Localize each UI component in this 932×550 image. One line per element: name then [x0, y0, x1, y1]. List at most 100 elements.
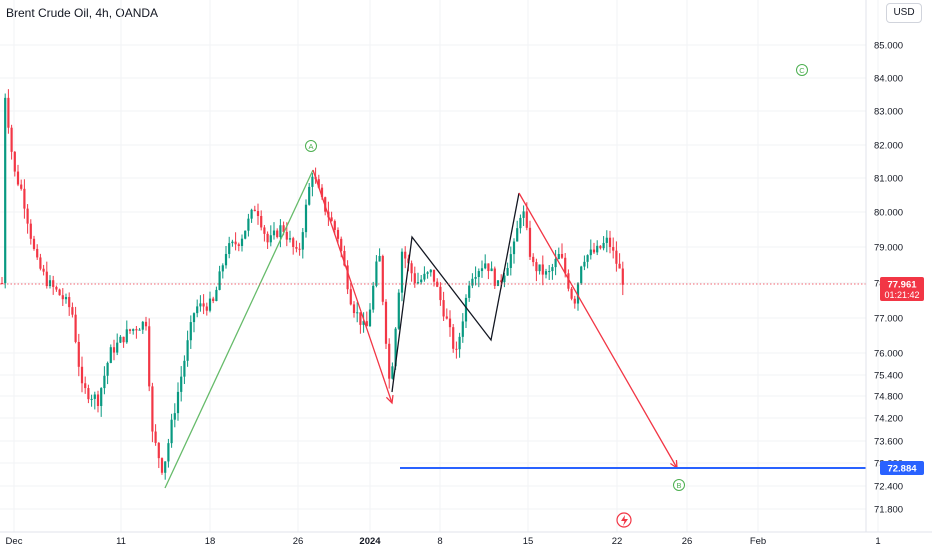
candle [535, 258, 538, 282]
economic-event-icon[interactable] [616, 512, 632, 528]
candle [52, 275, 55, 295]
candle [186, 330, 189, 367]
candle [548, 265, 551, 280]
time-tick-label: 2024 [359, 536, 381, 547]
currency-selector[interactable]: USD [886, 3, 922, 23]
price-tick-label: 73.600 [874, 437, 903, 448]
candle [356, 302, 359, 323]
candle [247, 213, 250, 237]
candle [480, 260, 484, 278]
candle [301, 228, 304, 259]
candle [48, 275, 52, 289]
candle [234, 232, 237, 251]
candle [218, 265, 221, 291]
candle [384, 299, 388, 350]
candle [397, 289, 400, 330]
candle [202, 294, 205, 315]
wave-down-arrow-1[interactable] [312, 169, 394, 405]
candle [16, 164, 20, 187]
candle [503, 272, 506, 288]
candle [253, 205, 256, 212]
candle [167, 438, 170, 468]
candle [39, 253, 42, 271]
candle [36, 244, 39, 260]
price-tick-label: 77.000 [874, 314, 903, 325]
candle [461, 313, 464, 343]
candle [487, 263, 490, 280]
candle [100, 387, 103, 417]
candle [336, 227, 340, 245]
wave-label-b[interactable]: B [673, 479, 685, 491]
candle [458, 332, 461, 358]
time-tick-label: 1 [875, 536, 880, 547]
candle [157, 442, 160, 469]
candle [199, 295, 202, 312]
candle [519, 214, 522, 234]
candle [208, 291, 212, 313]
candle [64, 293, 68, 304]
candle [55, 285, 58, 292]
candle [224, 246, 228, 269]
candle [32, 235, 36, 251]
candle [429, 269, 432, 277]
candle [205, 302, 208, 316]
candles [0, 89, 624, 480]
candle [516, 220, 519, 242]
candle [45, 261, 48, 289]
candle [212, 296, 215, 304]
candle [413, 266, 416, 288]
candle [618, 253, 621, 269]
candle [119, 335, 122, 344]
candle [295, 240, 298, 253]
candle [138, 327, 141, 331]
price-tick-label: 74.800 [874, 392, 903, 403]
candle [298, 242, 301, 256]
price-tick-label: 82.000 [874, 141, 903, 152]
candle [183, 355, 186, 385]
candle [522, 205, 525, 227]
candle [128, 328, 132, 334]
candle [455, 341, 458, 359]
price-tick-label: 71.800 [874, 505, 903, 516]
candle [240, 234, 244, 252]
candle [29, 219, 32, 245]
wave-a-line[interactable] [164, 169, 314, 489]
candle [349, 282, 352, 306]
time-tick-label: 26 [293, 536, 304, 547]
time-tick-label: 18 [205, 536, 216, 547]
wave-label-c[interactable]: C [796, 64, 808, 76]
candle [68, 292, 71, 316]
candle [560, 243, 564, 260]
candle [23, 179, 26, 219]
candle [586, 254, 589, 269]
candle [58, 288, 61, 296]
wave-label-a[interactable]: A [305, 140, 317, 152]
svg-text:72.884: 72.884 [887, 464, 917, 475]
candle [538, 264, 541, 275]
candle [592, 242, 596, 254]
candle [154, 424, 157, 446]
candle [368, 303, 372, 327]
candle [173, 403, 176, 428]
candle [87, 384, 90, 404]
candle [4, 93, 7, 289]
wave-down-arrow-2[interactable] [518, 192, 678, 470]
svg-text:C: C [799, 66, 805, 75]
candle [410, 260, 413, 282]
candle [144, 316, 148, 331]
candle [84, 376, 87, 394]
triangle-pattern[interactable] [391, 192, 520, 393]
candle [164, 461, 167, 480]
candle [615, 241, 618, 272]
candle [362, 312, 365, 333]
candle [292, 236, 295, 255]
candle [311, 172, 314, 197]
candle [61, 288, 64, 306]
candle [256, 203, 260, 225]
time-tick-label: 26 [682, 536, 693, 547]
price-tick-label: 81.000 [874, 174, 903, 185]
candle [160, 457, 164, 475]
candle [544, 268, 548, 279]
candle [567, 269, 570, 292]
